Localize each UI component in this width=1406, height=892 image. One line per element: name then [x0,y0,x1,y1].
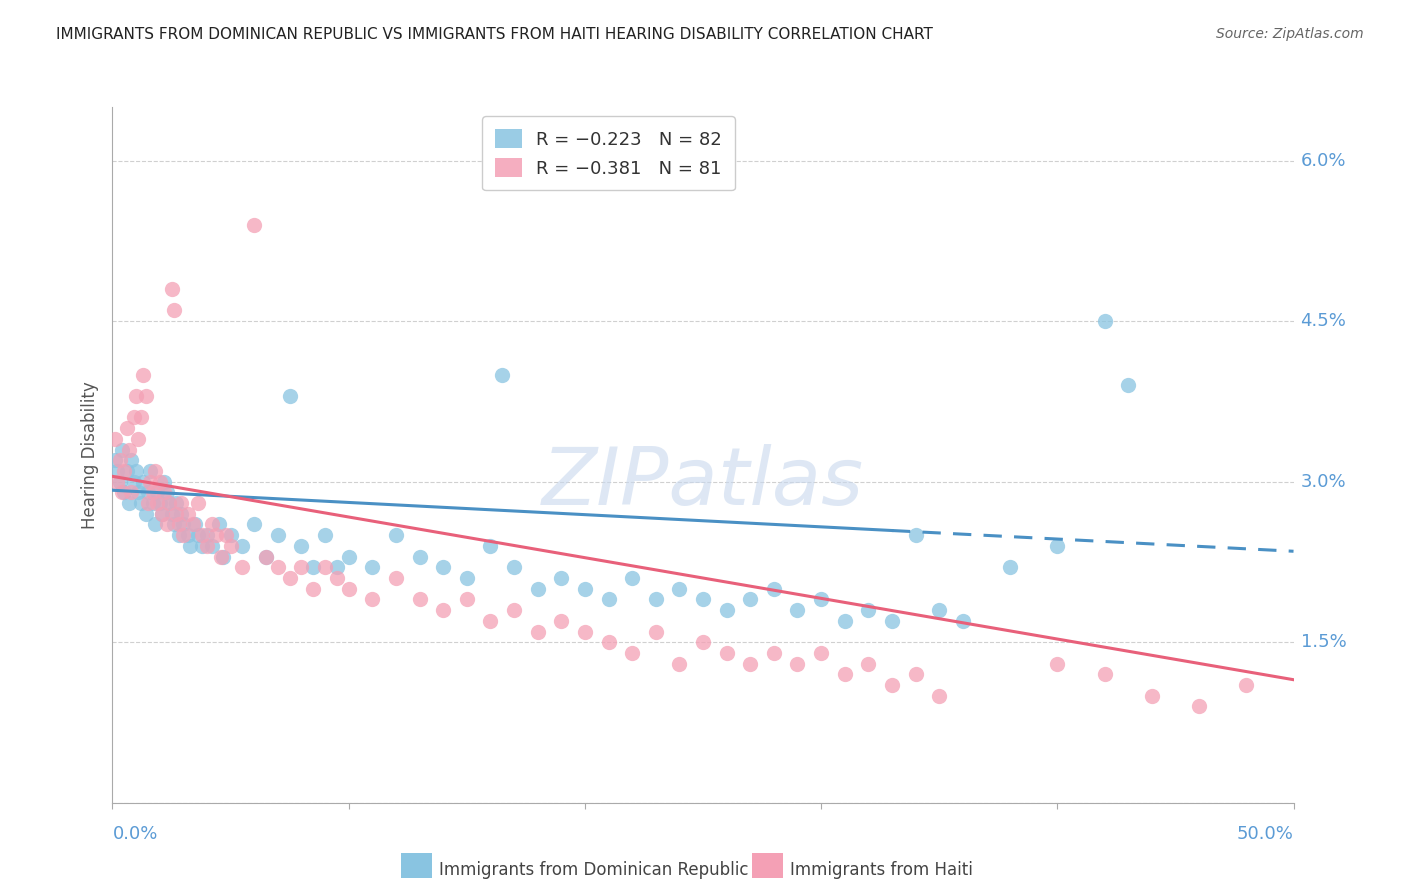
Text: 50.0%: 50.0% [1237,825,1294,843]
Text: Immigrants from Dominican Republic: Immigrants from Dominican Republic [439,861,748,879]
Text: ZIPatlas: ZIPatlas [541,443,865,522]
Text: 6.0%: 6.0% [1301,152,1346,169]
Text: 3.0%: 3.0% [1301,473,1346,491]
Legend: R = −0.223   N = 82, R = −0.381   N = 81: R = −0.223 N = 82, R = −0.381 N = 81 [482,116,735,190]
Text: 1.5%: 1.5% [1301,633,1347,651]
Text: 0.0%: 0.0% [112,825,157,843]
Text: Immigrants from Haiti: Immigrants from Haiti [790,861,973,879]
Text: IMMIGRANTS FROM DOMINICAN REPUBLIC VS IMMIGRANTS FROM HAITI HEARING DISABILITY C: IMMIGRANTS FROM DOMINICAN REPUBLIC VS IM… [56,27,934,42]
Y-axis label: Hearing Disability: Hearing Disability [80,381,98,529]
Text: Source: ZipAtlas.com: Source: ZipAtlas.com [1216,27,1364,41]
Text: 4.5%: 4.5% [1301,312,1347,330]
